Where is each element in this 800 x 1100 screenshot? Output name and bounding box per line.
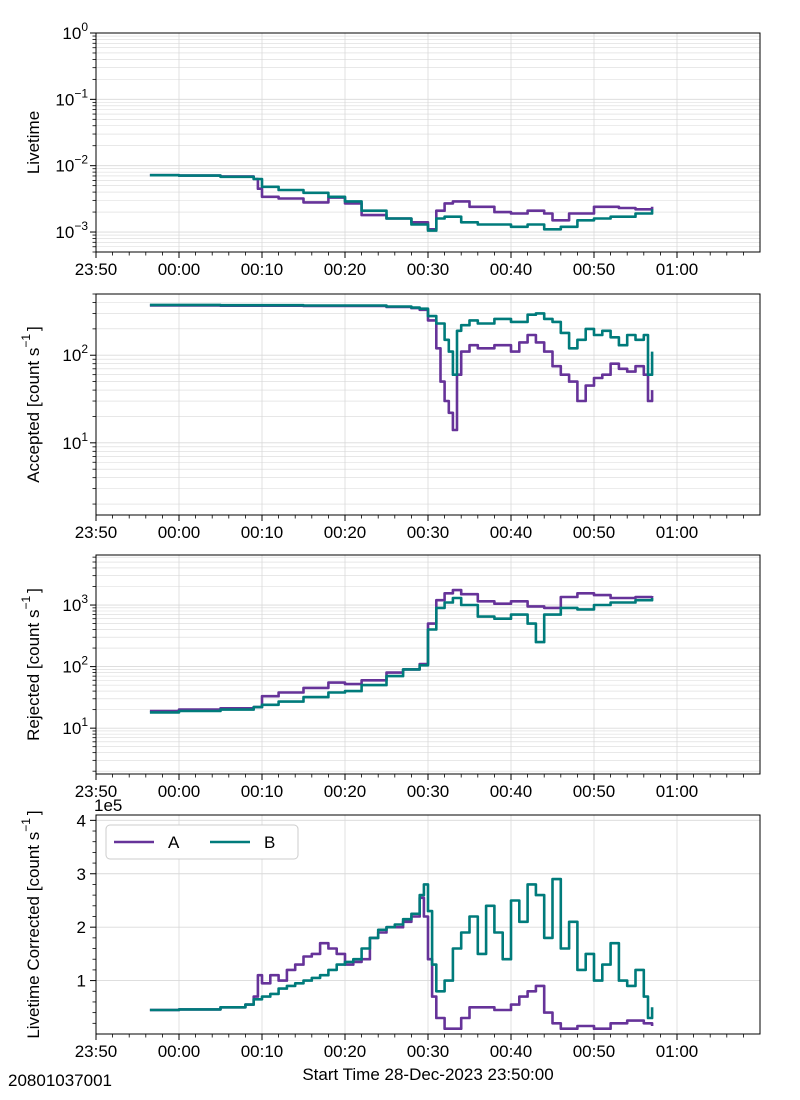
legend-label-a: A [168,833,180,852]
x-tick-label: 00:00 [158,1042,201,1061]
series-group [149,877,654,1030]
series-a-line [149,588,654,713]
x-tick-label: 00:50 [573,523,616,542]
x-tick-label: 00:00 [158,523,201,542]
series-b-line [149,303,654,376]
series-b-line [149,877,654,1020]
axes-frame [95,293,761,516]
x-tick-label: 00:50 [573,782,616,801]
panel-3: 23:50 00:00 00:10 00:20 00:30 00:40 00:50 01:00… [19,554,761,801]
x-tick-label: 00:50 [573,260,616,279]
y-tick-label: 2 [77,918,86,937]
x-tick-label: 00:10 [241,523,284,542]
x-tick-label: 00:00 [158,260,201,279]
y-tick-label: 103 [62,592,88,615]
x-tick-label: 00:40 [490,1042,533,1061]
x-tick-label: 00:40 [490,523,533,542]
y-tick-label: 1 [77,972,86,991]
axes-frame [95,32,761,253]
y-axis-label: Rejected [count s−1] [19,588,43,741]
axes-frame [95,814,761,1035]
figure-id-label: 20801037001 [8,1071,113,1090]
y-tick-label: 101 [62,430,88,453]
y-offset-label: 1e5 [94,796,122,815]
x-tick-label: 00:10 [241,260,284,279]
y-tick-label: 102 [62,654,88,677]
x-tick-label: 23:50 [75,260,118,279]
x-tick-label: 00:30 [407,1042,450,1061]
x-tick-label: 00:20 [324,1042,367,1061]
x-tick-label: 00:50 [573,1042,616,1061]
x-tick-label: 00:40 [490,260,533,279]
series-group [149,173,654,232]
y-tick-label: 101 [62,715,88,738]
x-tick-label: 00:10 [241,1042,284,1061]
legend-box [105,824,299,860]
series-group [149,588,654,714]
x-tick-label: 01:00 [656,1042,699,1061]
series-group [149,303,654,432]
y-tick-label: 4 [77,811,86,830]
x-tick-label: 01:00 [656,260,699,279]
panel-2: 23:50 00:00 00:10 00:20 00:30 00:40 00:50 01:00… [19,293,761,542]
panel-4: 23:50 00:00 00:10 00:20 00:30 00:40 00:50 01:00… [19,796,761,1061]
y-tick-label: 3 [77,865,86,884]
y-axis-label: Livetime Corrected [count s−1] [19,810,43,1038]
y-tick-label: 102 [62,342,88,365]
series-b-line [149,173,654,232]
panel-1: 23:50 00:00 00:10 00:20 00:30 00:40 00:50 01:00… [24,20,761,279]
y-axis-label: Accepted [count s−1] [19,326,43,483]
x-tick-label: 23:50 [75,1042,118,1061]
y-tick-label: 10−1 [55,86,88,109]
x-tick-label: 00:30 [407,523,450,542]
x-tick-label: 00:00 [158,782,201,801]
x-tick-label: 00:40 [490,782,533,801]
x-tick-label: 00:30 [407,782,450,801]
x-axis-label: Start Time 28-Dec-2023 23:50:00 [302,1065,554,1084]
y-tick-label: 10−2 [55,153,88,176]
x-tick-label: 01:00 [656,523,699,542]
series-a-line [149,304,654,432]
series-b-line [149,596,654,714]
y-tick-label: 100 [62,20,88,43]
x-tick-label: 23:50 [75,782,118,801]
x-tick-label: 00:20 [324,260,367,279]
x-tick-label: 23:50 [75,523,118,542]
x-tick-label: 00:20 [324,523,367,542]
x-tick-label: 01:00 [656,782,699,801]
x-tick-label: 00:10 [241,782,284,801]
x-tick-label: 00:30 [407,260,450,279]
y-tick-label: 10−3 [55,219,88,242]
axes-frame [95,554,761,775]
legend-label-b: B [264,833,275,852]
y-axis-label: Livetime [24,111,43,174]
x-tick-label: 00:20 [324,782,367,801]
